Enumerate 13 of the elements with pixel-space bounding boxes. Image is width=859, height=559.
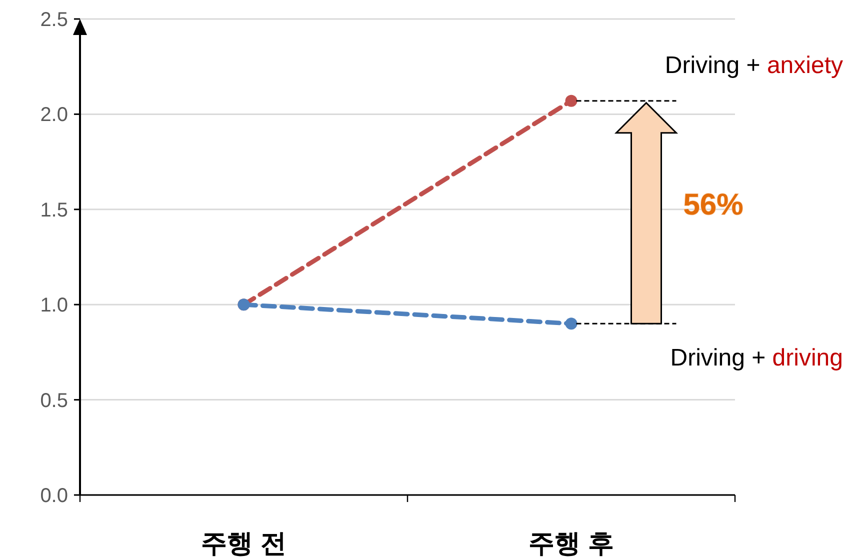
y-tick-label: 2.5	[40, 9, 68, 31]
point	[565, 94, 578, 107]
annotation: 56%	[683, 188, 744, 222]
y-tick-label: 2.0	[40, 104, 68, 126]
x-tick-label: 주행 후	[528, 528, 614, 558]
y-tick-label: 1.0	[40, 294, 68, 317]
x-tick-label: 주행 전	[201, 528, 286, 558]
y-tick-label: 0.5	[40, 390, 68, 412]
point	[565, 318, 578, 330]
text: Driving + anxiety	[664, 52, 843, 79]
y-tick-label: 0.0	[40, 485, 68, 507]
y-tick-label: 1.5	[40, 199, 68, 222]
text: Driving + driving	[670, 344, 843, 372]
